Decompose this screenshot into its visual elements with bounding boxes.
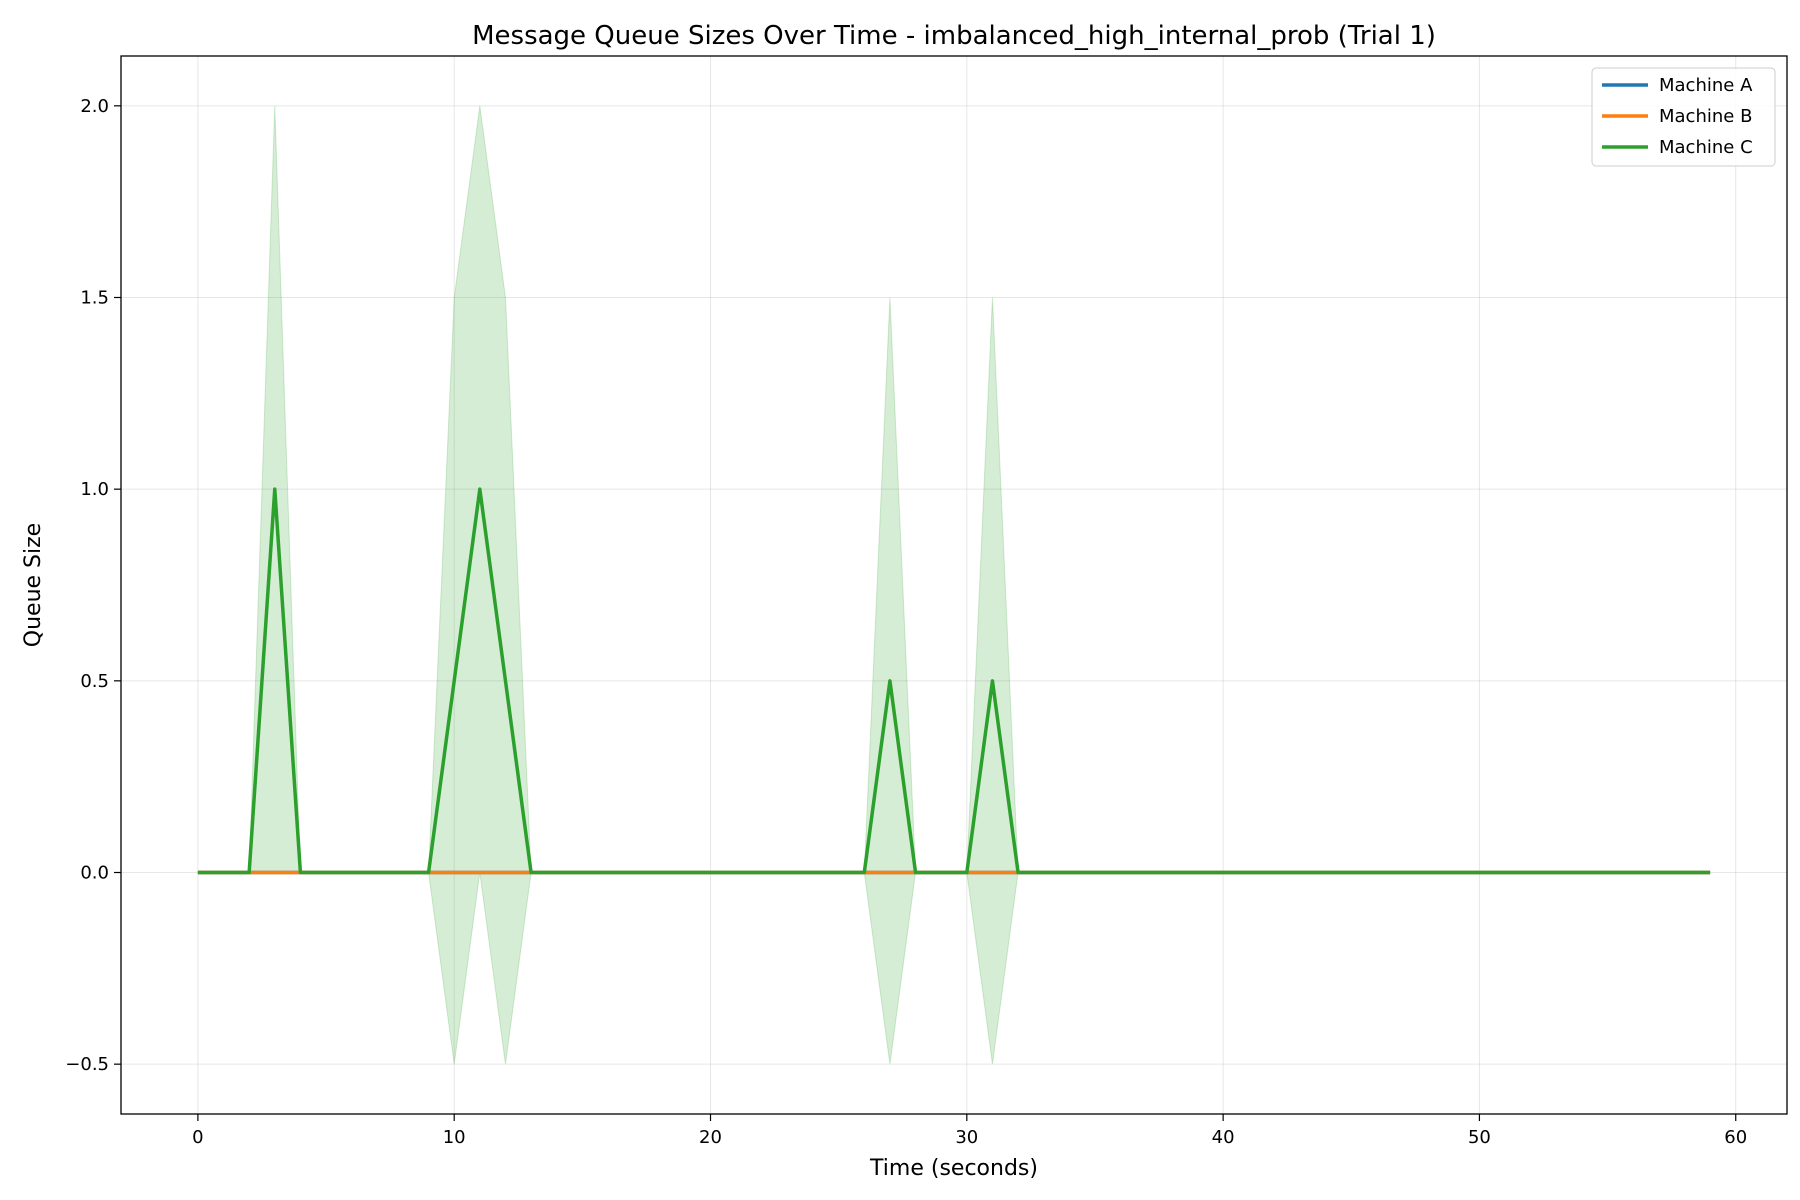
x-tick-label: 0 xyxy=(192,1127,203,1148)
x-axis-label: Time (seconds) xyxy=(869,1156,1038,1181)
x-tick-label: 20 xyxy=(699,1127,722,1148)
legend-box xyxy=(1591,67,1776,167)
x-tick-label: 60 xyxy=(1724,1127,1747,1148)
x-tick-label: 30 xyxy=(955,1127,978,1148)
y-tick-label: −0.5 xyxy=(65,1054,109,1075)
legend-entry-label: Machine B xyxy=(1659,106,1752,127)
x-tick-label: 10 xyxy=(443,1127,466,1148)
legend: Machine A Machine B Machine C xyxy=(1591,67,1776,167)
chart-title: Message Queue Sizes Over Time - imbalanc… xyxy=(472,21,1436,51)
line-machine-c xyxy=(197,487,1711,875)
y-tick-label: 1.0 xyxy=(80,479,109,500)
y-tick-label: 0.0 xyxy=(80,863,109,884)
series-lines xyxy=(197,487,1711,875)
x-tick-label: 50 xyxy=(1468,1127,1491,1148)
y-tick-label: 0.5 xyxy=(80,671,109,692)
x-tick-label: 40 xyxy=(1212,1127,1235,1148)
x-axis-ticks: 0 10 20 30 40 50 60 xyxy=(192,1114,1747,1148)
y-axis-label: Queue Size xyxy=(21,523,46,647)
y-axis-ticks: −0.5 0.0 0.5 1.0 1.5 2.0 xyxy=(65,96,121,1075)
legend-entry-label: Machine A xyxy=(1659,75,1753,96)
legend-entry-label: Machine C xyxy=(1659,137,1753,158)
plot-frame xyxy=(120,55,1788,1115)
y-tick-label: 2.0 xyxy=(80,96,109,117)
y-tick-label: 1.5 xyxy=(80,288,109,309)
